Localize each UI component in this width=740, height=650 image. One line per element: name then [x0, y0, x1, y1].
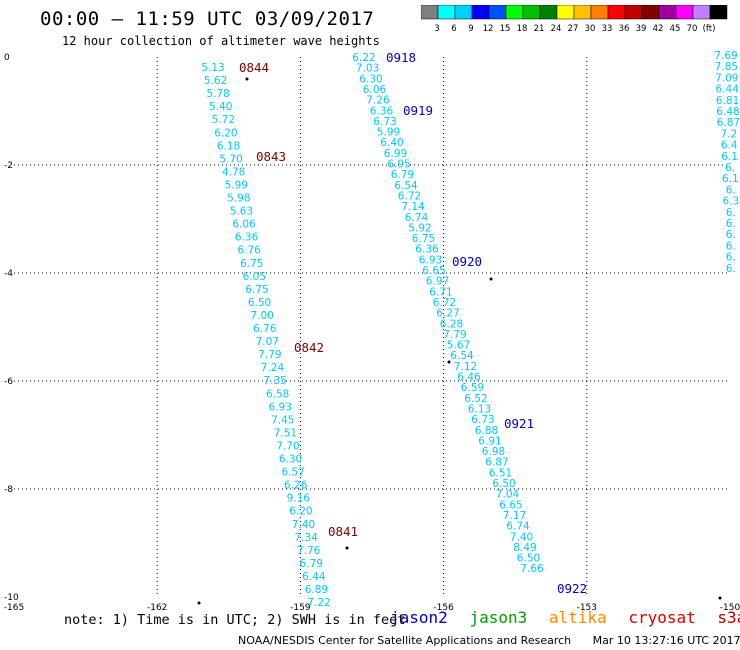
- legend-s3a: s3a: [717, 608, 740, 627]
- swh-value: 6.: [726, 240, 736, 252]
- pass-time-label: 0920: [452, 254, 482, 269]
- swh-value: 7.22: [307, 597, 330, 609]
- swh-value: 6.57: [281, 467, 304, 479]
- swh-value: 5.13: [201, 62, 224, 74]
- swh-value: 6.05: [243, 271, 266, 283]
- swh-value: 6.76: [253, 323, 277, 335]
- credit-text: NOAA/NESDIS Center for Satellite Applica…: [238, 634, 571, 647]
- swh-value: 6.81: [716, 95, 739, 107]
- swh-value: 5.98: [227, 193, 250, 205]
- swh-value: 5.40: [209, 101, 232, 113]
- swh-value: 6.50: [248, 297, 271, 309]
- swh-value: 7.00: [250, 310, 273, 322]
- swh-value: 6.89: [305, 584, 328, 596]
- track-marker: [198, 602, 201, 605]
- swh-value: 4.78: [222, 166, 245, 178]
- swh-value: 7.66: [520, 563, 544, 575]
- swh-value: 6.58: [266, 388, 289, 400]
- swh-value: 6.: [726, 218, 736, 230]
- swh-value: 6.: [726, 229, 736, 241]
- swh-value: 7.76: [297, 545, 321, 557]
- legend-jason2: jason2: [390, 608, 448, 627]
- swh-value: 6.4: [721, 140, 738, 152]
- swh-value: 9.16: [287, 493, 311, 505]
- swh-value: 7.34: [294, 532, 318, 544]
- altimeter-plot: 0-2-4-6-8-10-165 -162 -159 -156 -153 -1505.13…: [0, 0, 740, 650]
- swh-value: 7.79: [258, 349, 281, 361]
- swh-value: 6.26: [284, 480, 308, 492]
- swh-value: 6.75: [245, 284, 268, 296]
- swh-value: 7.09: [715, 72, 738, 84]
- swh-value: 5.72: [212, 114, 235, 126]
- swh-value: 6.36: [235, 232, 259, 244]
- swh-value: 7.45: [271, 414, 294, 426]
- track-marker: [490, 278, 493, 281]
- y-tick-label: -6: [4, 377, 13, 387]
- units-note: note: 1) Time is in UTC; 2) SWH is in fe…: [64, 612, 405, 628]
- x-tick-label: -165: [4, 603, 24, 613]
- swh-value: 6.: [726, 207, 736, 219]
- pass-time-label: 0918: [386, 50, 416, 65]
- swh-value: 6.87: [717, 117, 740, 129]
- swh-value: 7.69: [714, 50, 737, 62]
- swh-value: 7.51: [274, 427, 297, 439]
- swh-value: 6.: [726, 252, 736, 264]
- track-marker: [346, 547, 349, 550]
- generated-timestamp: Mar 10 13:27:16 UTC 2017: [593, 634, 740, 647]
- pass-time-label: 0919: [403, 103, 433, 118]
- swh-value: 7.24: [261, 362, 285, 374]
- swh-value: 6.93: [269, 401, 292, 413]
- pass-time-label: 0841: [328, 524, 358, 539]
- swh-value: 6.20: [214, 127, 237, 139]
- y-tick-label: -4: [4, 269, 13, 279]
- swh-value: 7.70: [276, 440, 299, 452]
- swh-value: 7.35: [263, 375, 286, 387]
- y-tick-label: -10: [4, 593, 19, 603]
- swh-value: 6.: [725, 162, 735, 174]
- pass-time-label: 0842: [294, 340, 324, 355]
- swh-value: 6.3: [722, 196, 739, 208]
- swh-value: 6.76: [237, 245, 261, 257]
- y-tick-label: 0: [4, 53, 10, 63]
- swh-value: 6.79: [300, 558, 323, 570]
- swh-value: 7.07: [256, 336, 279, 348]
- swh-value: 6.: [726, 263, 736, 275]
- track-marker: [246, 78, 249, 81]
- track-marker: [448, 361, 451, 364]
- swh-value: 6.1: [721, 151, 738, 163]
- track-marker: [719, 597, 722, 600]
- legend-cryosat: cryosat: [628, 608, 695, 627]
- swh-value: 7.2: [720, 128, 737, 140]
- swh-value: 5.70: [219, 153, 242, 165]
- swh-value: 5.63: [230, 206, 253, 218]
- pass-time-label: 0844: [239, 60, 269, 75]
- swh-value: 6.18: [217, 140, 240, 152]
- pass-time-label: 0921: [504, 416, 534, 431]
- swh-value: 7.85: [715, 61, 738, 73]
- swh-value: 5.78: [206, 88, 229, 100]
- legend-altika: altika: [549, 608, 607, 627]
- swh-value: 5.99: [225, 179, 248, 191]
- swh-value: 6.30: [279, 454, 302, 466]
- swh-value: 7.40: [292, 519, 315, 531]
- swh-value: 6.48: [716, 106, 739, 118]
- pass-time-label: 0843: [256, 149, 286, 164]
- y-tick-label: -2: [4, 161, 13, 171]
- legend-jason3: jason3: [469, 608, 527, 627]
- satellite-legend: jason2 jason3 altika cryosat s3a: [390, 608, 740, 627]
- swh-value: 6.06: [232, 219, 256, 231]
- pass-time-label: 0922: [557, 581, 587, 596]
- swh-value: 6.44: [302, 571, 326, 583]
- y-tick-label: -8: [4, 485, 13, 495]
- credit-footer: NOAA/NESDIS Center for Satellite Applica…: [238, 634, 740, 647]
- swh-value: 6.44: [716, 84, 740, 96]
- swh-value: 5.62: [204, 75, 227, 87]
- swh-value: 6.: [726, 184, 736, 196]
- swh-value: 6.20: [289, 506, 312, 518]
- swh-value: 6.1: [722, 173, 739, 185]
- swh-value: 6.75: [240, 258, 263, 270]
